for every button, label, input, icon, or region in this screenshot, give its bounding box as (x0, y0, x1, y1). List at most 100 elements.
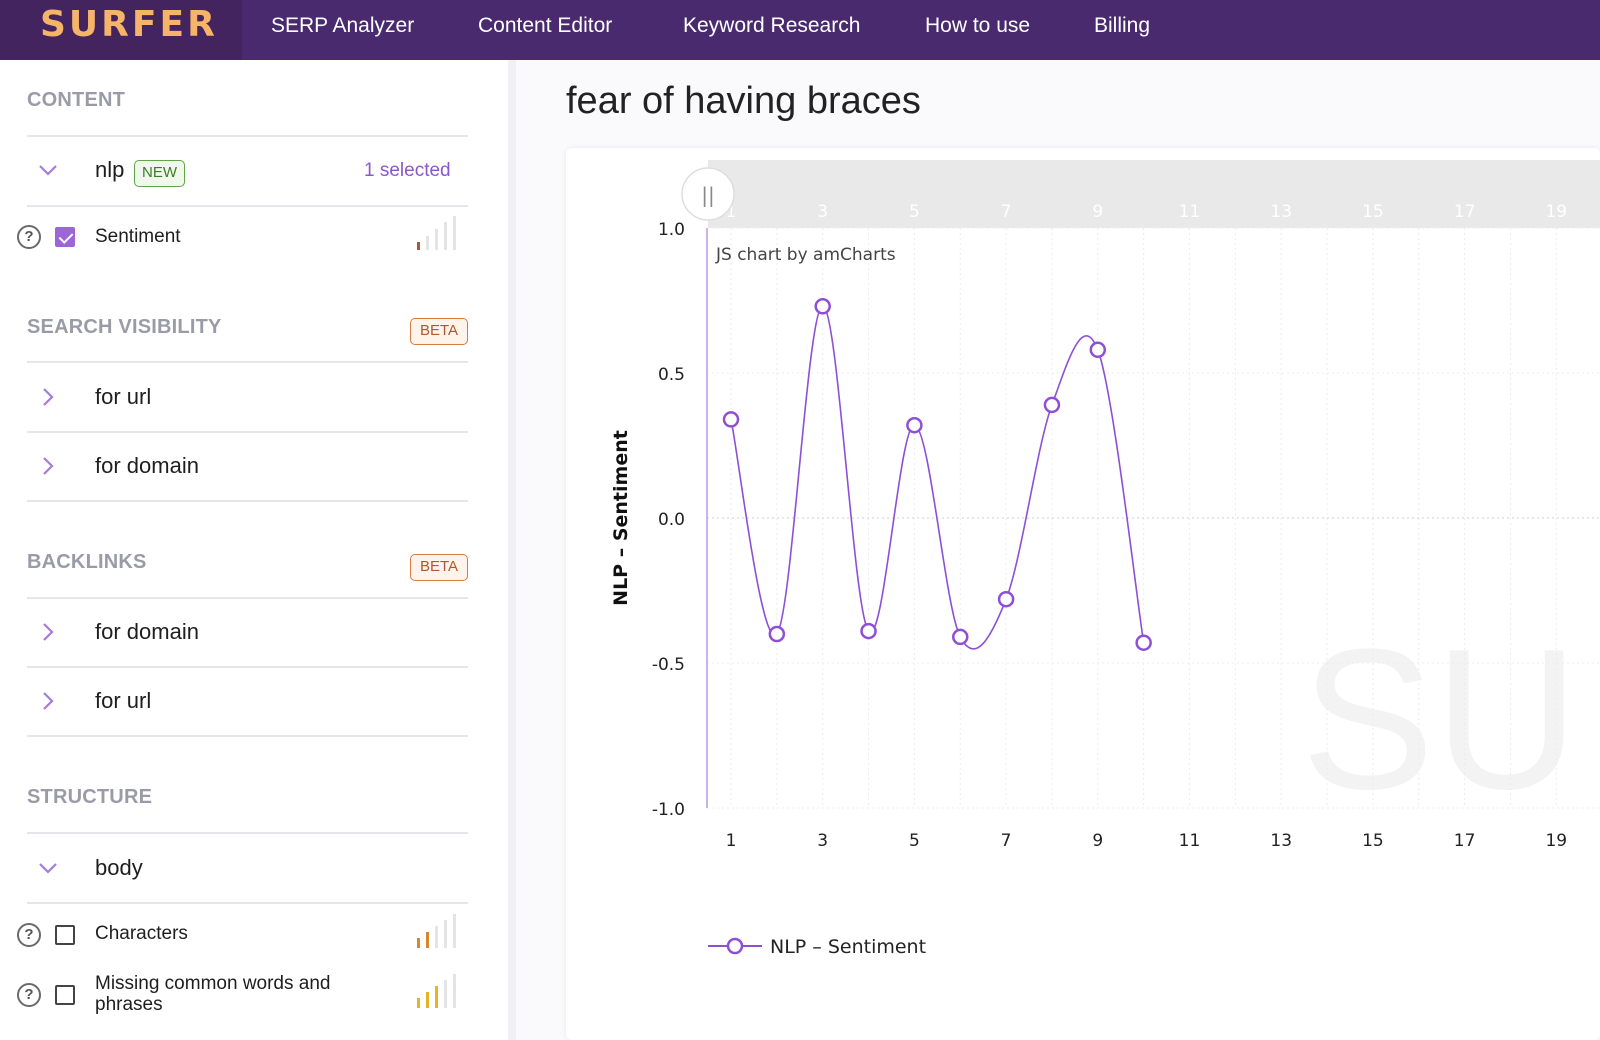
data-point[interactable] (997, 590, 1015, 608)
help-icon[interactable]: ? (17, 983, 41, 1007)
legend-label: NLP – Sentiment (770, 936, 926, 958)
scrollbar-grip[interactable] (681, 167, 735, 221)
nlp-group-toggle[interactable]: nlp (27, 137, 468, 205)
divider (27, 135, 468, 137)
y-tick-label: -1.0 (652, 800, 685, 820)
chart-card: SU 1 3 5 7 9 11 13 15 17 19 || JS chart by amChar… (566, 148, 1600, 1040)
signal-strength-icon (417, 974, 456, 1008)
section-title-search-visibility: SEARCH VISIBILITY (27, 316, 222, 338)
series-line (730, 305, 1145, 650)
nav-keyword-research[interactable]: Keyword Research (683, 14, 861, 37)
data-point[interactable] (952, 628, 969, 646)
legend[interactable]: NLP – Sentiment (708, 936, 926, 958)
divider (27, 205, 468, 207)
surfer-logo[interactable]: SURFER (40, 4, 218, 45)
row-label: for url (95, 688, 152, 713)
divider (27, 431, 468, 433)
section-title-structure: STRUCTURE (27, 786, 153, 808)
scrollbar-tick-label: 17 (1454, 202, 1476, 222)
scrollbar-tick-label: 15 (1362, 202, 1384, 222)
divider (27, 597, 468, 599)
new-badge: NEW (134, 160, 185, 187)
signal-strength-icon (417, 914, 456, 948)
nav-how-to-use[interactable]: How to use (925, 14, 1031, 37)
top-nav: SURFER SERP Analyzer Content Editor Keyw… (0, 0, 1600, 60)
logo-area (0, 0, 242, 60)
backlinks-for-domain[interactable]: for domain (27, 599, 468, 667)
chevron-down-icon (39, 165, 57, 176)
chevron-right-icon (43, 623, 54, 641)
legend-marker (726, 937, 744, 955)
data-point[interactable] (768, 625, 786, 643)
sentiment-label: Sentiment (95, 226, 181, 247)
chevron-right-icon (43, 388, 54, 406)
x-tick-label: 7 (1001, 831, 1012, 851)
y-tick-label: 1.0 (658, 220, 685, 240)
data-point[interactable] (1043, 396, 1061, 414)
data-point[interactable] (722, 411, 740, 428)
nlp-label: nlp (95, 157, 125, 182)
search-visibility-for-domain[interactable]: for domain (27, 433, 468, 501)
y-tick-label: -0.5 (652, 655, 685, 675)
help-icon[interactable]: ? (17, 923, 41, 947)
divider (27, 666, 468, 668)
nav-billing[interactable]: Billing (1094, 14, 1151, 37)
sentiment-chart: SU 1 3 5 7 9 11 13 15 17 19 || JS chart by amChar… (610, 160, 1600, 958)
scrollbar-tick-label: 9 (1092, 202, 1103, 222)
scrollbar-tick-label: 5 (909, 202, 920, 222)
nav-content-editor[interactable]: Content Editor (478, 14, 613, 37)
x-tick-label: 3 (817, 831, 828, 851)
y-tick-label: 0.0 (658, 510, 685, 530)
help-icon[interactable]: ? (17, 225, 41, 249)
x-tick-label: 9 (1092, 831, 1103, 851)
surfer-watermark: SU (1301, 608, 1579, 831)
divider (27, 361, 468, 363)
beta-badge: BETA (410, 318, 468, 345)
sentiment-checkbox[interactable] (55, 227, 75, 247)
x-tick-label: 11 (1179, 831, 1201, 851)
x-tick-label: 15 (1362, 831, 1384, 851)
x-tick-label: 5 (909, 831, 920, 851)
characters-checkbox[interactable] (55, 925, 75, 945)
grip-icon: || (701, 183, 714, 207)
body-group-toggle[interactable]: body (27, 835, 468, 903)
y-tick-label: 0.5 (658, 365, 685, 385)
y-axis-label: NLP – Sentiment (610, 430, 632, 606)
row-label: for domain (95, 619, 199, 644)
body-label: body (95, 855, 143, 880)
scrollbar-track[interactable] (708, 160, 1600, 228)
x-tick-label: 13 (1270, 831, 1292, 851)
data-point[interactable] (860, 622, 877, 640)
data-point[interactable] (1135, 634, 1152, 651)
chevron-right-icon (43, 457, 54, 475)
chevron-right-icon (43, 692, 54, 710)
x-tick-label: 19 (1545, 831, 1567, 851)
selected-count: 1 selected (364, 160, 451, 181)
row-label: for url (95, 384, 152, 409)
sidebar (0, 60, 508, 1040)
scrollbar-tick-label: 19 (1545, 202, 1567, 222)
missing-words-label: Missing common words and phrases (95, 973, 331, 1015)
divider (27, 735, 468, 737)
section-title-backlinks: BACKLINKS (27, 551, 147, 573)
sidebar-divider (508, 60, 516, 1040)
scrollbar-tick-label: 13 (1270, 202, 1292, 222)
nav-serp-analyzer[interactable]: SERP Analyzer (271, 14, 415, 37)
data-point[interactable] (1089, 341, 1107, 359)
backlinks-for-url[interactable]: for url (27, 668, 468, 736)
x-tick-label: 1 (726, 831, 737, 851)
scrollbar-tick-label: 3 (817, 202, 828, 222)
x-tick-label: 17 (1454, 831, 1476, 851)
missing-words-checkbox[interactable] (55, 985, 75, 1005)
scrollbar-tick-label: 11 (1179, 202, 1201, 222)
data-point[interactable] (814, 298, 831, 315)
divider (27, 832, 468, 834)
beta-badge: BETA (410, 554, 468, 581)
section-title-content: CONTENT (27, 89, 126, 111)
amcharts-credit[interactable]: JS chart by amCharts (715, 245, 896, 265)
divider (27, 500, 468, 502)
page-title: fear of having braces (566, 80, 921, 122)
data-point[interactable] (906, 416, 923, 434)
search-visibility-for-url[interactable]: for url (27, 364, 468, 432)
scrollbar-tick-label: 1 (726, 202, 737, 222)
